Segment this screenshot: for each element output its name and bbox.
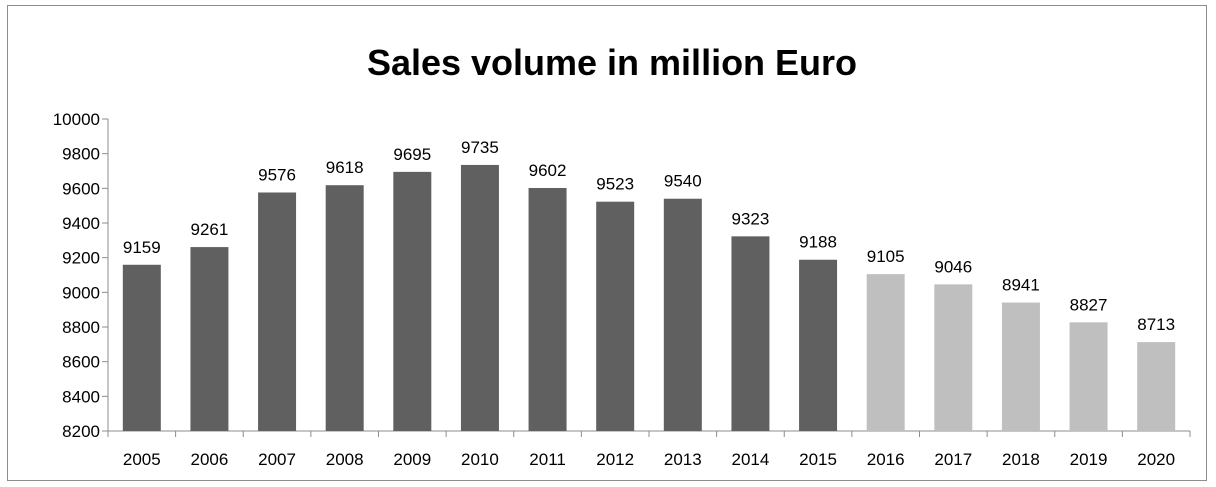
x-tick-label-2015: 2015 xyxy=(799,450,837,469)
x-tick-label-2020: 2020 xyxy=(1137,450,1175,469)
x-tick-labels: 2005 2006 2007 2008 2009 2010 2011 2012 2013 2014… xyxy=(123,450,1175,469)
x-tick-label-2006: 2006 xyxy=(191,450,229,469)
y-tick-label: 9800 xyxy=(62,145,100,164)
data-label-2009: 9695 xyxy=(393,145,431,164)
bar-2005 xyxy=(122,264,161,431)
y-tick-label: 10000 xyxy=(53,110,100,129)
bar-2018 xyxy=(1001,302,1040,431)
bar-2013 xyxy=(663,198,702,431)
data-label-2020: 8713 xyxy=(1137,315,1175,334)
x-tick-label-2014: 2014 xyxy=(732,450,770,469)
data-label-2013: 9540 xyxy=(664,172,702,191)
x-tick-label-2012: 2012 xyxy=(596,450,634,469)
bar-2007 xyxy=(258,192,297,431)
bar-2019 xyxy=(1069,322,1108,431)
x-tick-label-2009: 2009 xyxy=(393,450,431,469)
data-label-2010: 9735 xyxy=(461,138,499,157)
bar-2012 xyxy=(596,201,635,431)
y-tick-labels: 8200 8400 8600 8800 9000 9200 9400 9600 9800 1000… xyxy=(53,110,100,441)
data-label-2005: 9159 xyxy=(123,238,161,257)
bar-2011 xyxy=(528,187,567,431)
bar-2008 xyxy=(325,185,364,431)
y-tick-label: 8400 xyxy=(62,387,100,406)
y-tick-label: 8200 xyxy=(62,422,100,441)
y-tick-label: 9400 xyxy=(62,214,100,233)
x-tick-label-2018: 2018 xyxy=(1002,450,1040,469)
chart-title: Sales volume in million Euro xyxy=(367,42,857,83)
bar-2020 xyxy=(1137,342,1176,431)
x-tick-label-2019: 2019 xyxy=(1070,450,1108,469)
x-tick-label-2011: 2011 xyxy=(529,450,566,469)
data-label-2012: 9523 xyxy=(596,175,634,194)
y-tick-label: 9000 xyxy=(62,283,100,302)
data-label-2017: 9046 xyxy=(934,257,972,276)
bar-2010 xyxy=(460,164,499,431)
bar-2016 xyxy=(866,274,905,431)
y-tick-label: 9600 xyxy=(62,179,100,198)
bar-2014 xyxy=(731,236,770,431)
x-tick-label-2017: 2017 xyxy=(934,450,972,469)
y-tick-label: 9200 xyxy=(62,249,100,268)
data-label-2016: 9105 xyxy=(867,247,905,266)
bar-2009 xyxy=(393,171,432,431)
data-label-2007: 9576 xyxy=(258,165,296,184)
data-label-2019: 8827 xyxy=(1070,295,1108,314)
data-label-2018: 8941 xyxy=(1002,276,1040,295)
x-tick-label-2013: 2013 xyxy=(664,450,702,469)
bar-2006 xyxy=(190,247,229,431)
bars xyxy=(122,164,1176,431)
x-tick-label-2008: 2008 xyxy=(326,450,364,469)
data-labels: 9159 9261 9576 9618 9695 9735 9602 9523 9540 9323… xyxy=(123,138,1175,334)
data-label-2015: 9188 xyxy=(799,233,837,252)
data-label-2011: 9602 xyxy=(529,161,567,180)
y-tick-label: 8800 xyxy=(62,318,100,337)
y-tick-label: 8600 xyxy=(62,353,100,372)
x-tick-label-2007: 2007 xyxy=(258,450,296,469)
data-label-2014: 9323 xyxy=(732,209,770,228)
bar-2017 xyxy=(934,284,973,431)
x-tick-label-2016: 2016 xyxy=(867,450,905,469)
bar-2015 xyxy=(799,259,838,431)
x-tick-label-2010: 2010 xyxy=(461,450,499,469)
data-label-2008: 9618 xyxy=(326,158,364,177)
data-label-2006: 9261 xyxy=(191,220,229,239)
x-tick-label-2005: 2005 xyxy=(123,450,161,469)
